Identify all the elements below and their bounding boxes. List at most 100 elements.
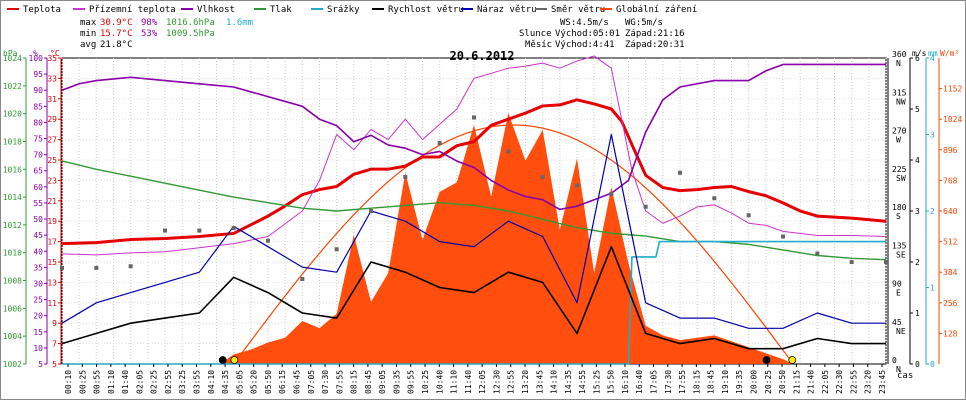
sun-rise-marker: [230, 356, 239, 364]
axis-tick-label: 100: [29, 54, 44, 63]
axis-tick-label: 95: [33, 70, 43, 79]
wind-direction-point: [678, 170, 682, 175]
axis-tick-label: 5: [915, 105, 920, 114]
x-tick-label: 11:40: [464, 370, 473, 394]
axis-direction-label: SW: [896, 174, 906, 183]
x-tick-label: 15:50: [607, 370, 616, 394]
axis-tick-label: 13: [47, 278, 57, 287]
axis-tick-label: 384: [943, 268, 958, 277]
axis-tick-label: 25: [33, 296, 43, 305]
axis-tick-label: 256: [943, 299, 958, 308]
wind-direction-point: [369, 209, 373, 213]
axis-direction-label: NW: [896, 97, 906, 106]
axis-tick-label: 31: [47, 95, 57, 104]
wind-direction-point: [266, 238, 270, 243]
wind-direction-point: [300, 277, 305, 281]
axis-tick-label: 75: [33, 135, 43, 144]
axis-tick-label: 70: [33, 151, 43, 160]
x-tick-label: 05:20: [250, 370, 259, 394]
axis-tick-label: 25: [47, 156, 57, 165]
x-tick-label: 02:55: [164, 370, 173, 394]
x-tick-label: 01:40: [121, 370, 130, 394]
axis-tick-label: 4: [915, 156, 920, 165]
axis-tick-label: 1024: [3, 54, 22, 63]
axis-tick-label: 1008: [3, 277, 22, 286]
axis-tick-label: 35: [33, 263, 43, 272]
wind-direction-point: [437, 141, 442, 145]
x-tick-label: 09:55: [407, 370, 416, 394]
wind-direction-point: [884, 260, 888, 264]
x-tick-label: 00:25: [78, 370, 87, 394]
wind-direction-point: [94, 265, 99, 270]
x-tick-label: 03:55: [193, 370, 202, 394]
axis-tick-label: 40: [33, 247, 43, 256]
wind-direction-point: [506, 149, 511, 154]
axis-tick-label: 30: [33, 279, 43, 288]
axis-tick-label: 360: [892, 50, 907, 59]
series-area-radiation: [62, 112, 886, 364]
axis-tick-label: 27: [47, 136, 57, 145]
x-tick-label: 04:35: [221, 370, 230, 394]
x-tick-label: 07:30: [321, 370, 330, 394]
legend: Teplota Přízemní teplota Vlhkost Tlak Srážky…: [7, 5, 697, 15]
stat-max-temp: 30.9°C: [100, 18, 133, 28]
wind-direction-point: [609, 192, 614, 196]
wind-direction-point: [712, 196, 717, 201]
wind-direction-point: [163, 228, 167, 233]
x-tick-label: 21:40: [807, 370, 816, 394]
x-tick-label: 22:55: [849, 370, 858, 394]
stat-max-press: 1016.6hPa: [166, 18, 215, 28]
wg-value: WG:5m/s: [625, 18, 663, 28]
x-axis-label: čas: [897, 370, 913, 381]
moon-set: Západ:20:31: [625, 40, 685, 50]
axis-direction-label: SE: [896, 250, 906, 259]
sun-set-marker: [788, 356, 797, 364]
legend-label: Směr větru: [551, 5, 605, 15]
stat-avg-temp: 21.8°C: [100, 40, 133, 50]
x-tick-label: 16:10: [621, 370, 630, 394]
axis-tick-label: 768: [943, 176, 958, 185]
radiation-curve: [233, 124, 793, 365]
sun-label: Slunce: [519, 29, 552, 39]
axis-tick-label: 5: [38, 360, 43, 369]
legend-label: Přízemní teplota: [89, 5, 176, 15]
x-tick-label: 12:55: [507, 370, 516, 394]
axis-tick-label: 90: [33, 86, 43, 95]
axis-tick-label: 11: [47, 299, 57, 308]
axis-tick-label: 0: [892, 356, 897, 365]
x-tick-label: 10:40: [435, 370, 444, 394]
axis-tick-label: 20: [33, 312, 43, 321]
x-tick-label: 04:10: [207, 370, 216, 394]
axis-direction-label: E: [896, 289, 901, 298]
axis-unit: hPa: [3, 49, 18, 58]
series-lines: [60, 55, 888, 365]
axis-tick-label: 6: [915, 54, 920, 63]
sun-rise: Východ:05:01: [555, 29, 620, 39]
stat-min-label: min: [80, 29, 96, 39]
axis-tick-label: 7: [52, 340, 57, 349]
axis-unit: m/s: [912, 49, 927, 58]
axis-tick-label: 1006: [3, 304, 22, 313]
x-tick-label: 14:55: [578, 370, 587, 394]
axis-tick-label: 33: [47, 74, 57, 83]
moon-set-marker: [762, 356, 771, 364]
wind-direction-point: [746, 213, 751, 218]
x-tick-label: 09:05: [378, 370, 387, 394]
series-radiation: [62, 112, 886, 365]
x-tick-label: 06:45: [292, 370, 301, 394]
axis-tick-label: 90: [892, 280, 902, 289]
x-tick-label: 21:15: [792, 370, 801, 394]
axis-tick-label: 640: [943, 207, 958, 216]
axis-tick-label: 60: [33, 183, 43, 192]
axis-tick-label: 10: [33, 344, 43, 353]
legend-label: Srážky: [327, 5, 360, 15]
axis-unit: °C: [50, 49, 60, 58]
x-tick-label: 18:45: [707, 370, 716, 394]
x-tick-label: 08:15: [350, 370, 359, 394]
series-line: [61, 245, 886, 350]
axis-tick-label: 65: [33, 167, 43, 176]
axis-unit: W/m²: [940, 49, 959, 58]
legend-label: Náraz větru: [477, 5, 537, 15]
axis-direction-label: N: [896, 365, 901, 374]
series-line: [61, 160, 887, 261]
